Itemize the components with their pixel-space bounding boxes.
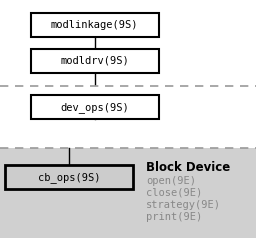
Bar [31,95,159,119]
Text: strategy(9E): strategy(9E) [146,200,221,210]
Text: Block Device: Block Device [146,161,230,174]
Text: dev_ops(9S): dev_ops(9S) [60,102,129,113]
Text: modldrv(9S): modldrv(9S) [60,56,129,66]
Bar [5,165,133,189]
Bar [31,49,159,73]
Text: modlinkage(9S): modlinkage(9S) [51,20,138,30]
Bar [31,13,159,37]
Bar [0,148,256,238]
Text: cb_ops(9S): cb_ops(9S) [38,172,100,183]
Text: print(9E): print(9E) [146,212,202,222]
Text: close(9E): close(9E) [146,188,202,198]
Text: open(9E): open(9E) [146,176,196,186]
